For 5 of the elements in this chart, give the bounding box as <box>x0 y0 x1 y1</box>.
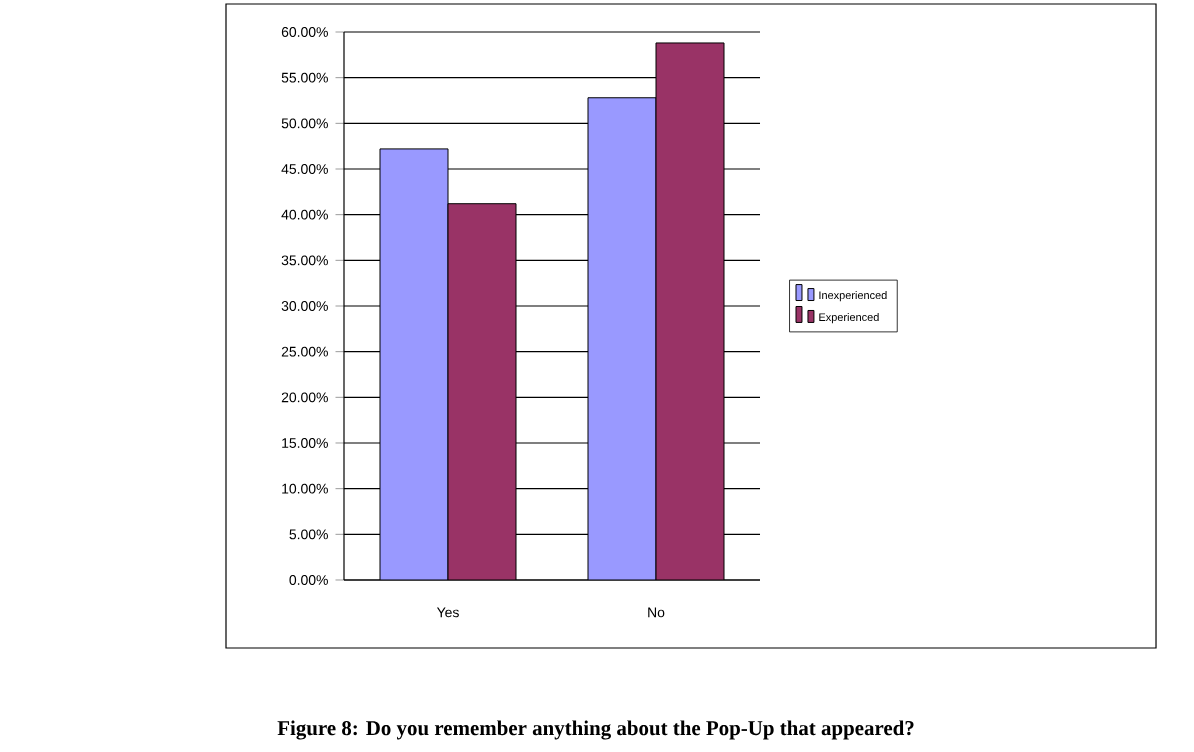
text: Figure 8: Do you remember anything about the Pop-Up that appeared? <box>277 720 914 740</box>
bar <box>447 203 517 580</box>
bar <box>655 42 725 580</box>
bar <box>587 97 657 580</box>
bar <box>379 148 449 580</box>
